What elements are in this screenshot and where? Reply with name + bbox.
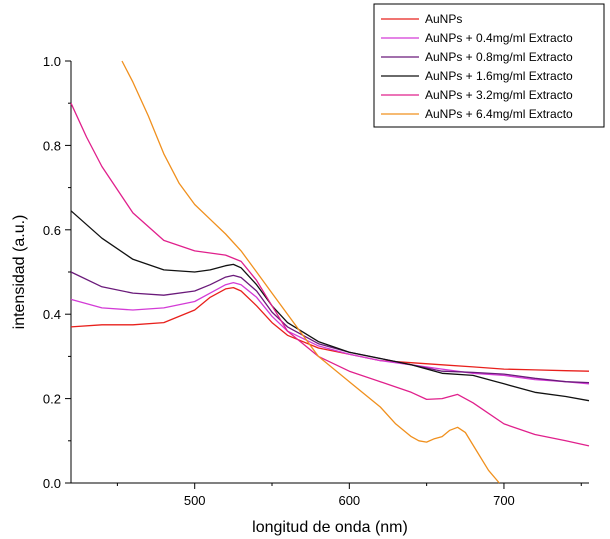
legend-label: AuNPs + 0.4mg/ml Extracto: [425, 31, 573, 45]
x-tick-label: 600: [338, 493, 360, 508]
legend-label: AuNPs + 0.8mg/ml Extracto: [425, 50, 573, 64]
x-tick-label: 500: [184, 493, 206, 508]
y-axis-label: intensidad (a.u.): [11, 215, 28, 330]
legend-label: AuNPs + 1.6mg/ml Extracto: [425, 69, 573, 83]
y-tick-label: 0.0: [43, 476, 61, 491]
legend-box: [373, 3, 605, 128]
series-line-5: [70, 102, 590, 447]
legend: AuNPs AuNPs + 0.4mg/ml Extracto AuNPs + 0.…: [373, 3, 605, 128]
y-tick-label: 0.4: [43, 307, 61, 322]
y-tick-label: 0.6: [43, 223, 61, 238]
series-line-1: [70, 286, 590, 372]
legend-label: AuNPs + 6.4mg/ml Extracto: [425, 107, 573, 121]
plot-lines: [70, 60, 590, 484]
legend-label: AuNPs + 3.2mg/ml Extracto: [425, 88, 573, 102]
x-ticks: 500 600 700: [116, 483, 582, 508]
y-tick-label: 1.0: [43, 54, 61, 69]
series-line-6: [121, 60, 500, 484]
legend-label: AuNPs: [425, 12, 462, 26]
series-line-4: [70, 210, 590, 402]
x-axis-label: longitud de onda (nm): [252, 519, 408, 536]
series-line-2: [70, 281, 590, 385]
x-tick-label: 700: [493, 493, 515, 508]
y-tick-label: 0.2: [43, 392, 61, 407]
y-ticks: 0.0 0.2 0.4 0.6 0.8 1.0: [43, 54, 71, 491]
y-tick-label: 0.8: [43, 138, 61, 153]
